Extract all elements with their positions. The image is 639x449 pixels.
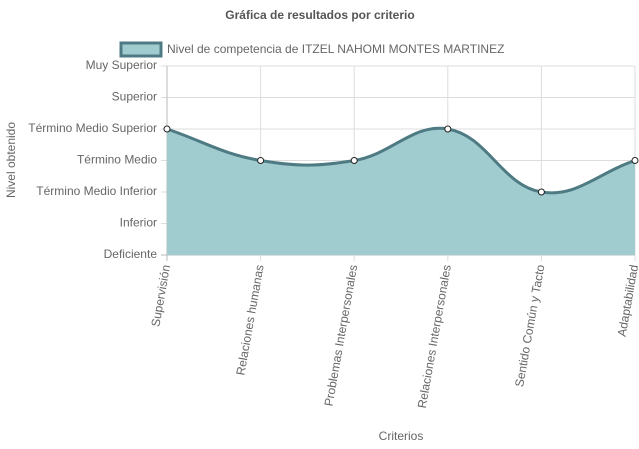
x-tick-label: Problemas Interpersonales (322, 264, 361, 408)
y-axis-title: Nivel obtenido (4, 122, 18, 198)
y-tick-label: Inferior (120, 216, 157, 230)
y-tick-label: Término Medio (77, 153, 157, 167)
x-tick-label: Sentido Común y Tacto (512, 263, 547, 388)
x-tick-label: Supervisión (148, 264, 173, 328)
x-axis-title: Criterios (379, 429, 424, 443)
y-tick-label: Superior (112, 90, 157, 104)
x-tick-label: Relaciones humanas (233, 264, 266, 377)
x-tick-label: Relaciones Interpersonales (415, 264, 454, 410)
y-tick-label: Término Medio Inferior (36, 184, 157, 198)
area (167, 128, 635, 255)
chart-title: Gráfica de resultados por criterio (225, 8, 414, 22)
y-tick-label: Muy Superior (86, 58, 157, 72)
legend-swatch (119, 41, 163, 58)
point (537, 188, 545, 196)
point (163, 125, 171, 133)
y-tick-label: Deficiente (104, 247, 158, 261)
point (257, 157, 265, 164)
point (444, 125, 452, 133)
x-tick-label: Adaptabilidad (615, 264, 639, 338)
legend-label: Nivel de competencia de ITZEL NAHOMI MON… (167, 42, 504, 56)
line (166, 126, 636, 195)
point (631, 157, 639, 164)
y-tick-label: Término Medio Superior (28, 121, 157, 135)
point (350, 157, 358, 164)
